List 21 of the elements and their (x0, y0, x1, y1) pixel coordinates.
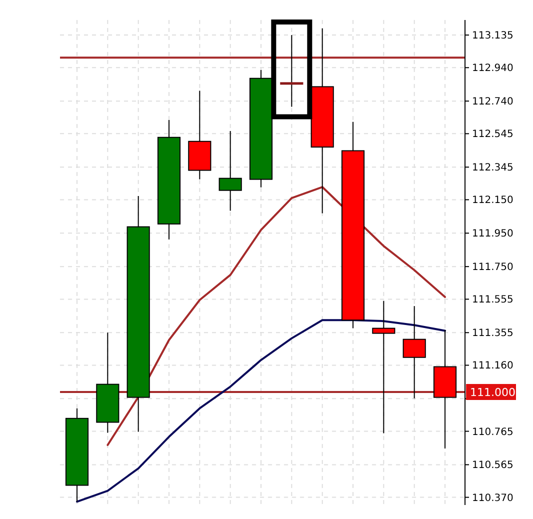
y-tick-label: 112.940 (472, 63, 514, 74)
y-tick-label: 110.370 (472, 492, 514, 504)
y-tick-label: 111.160 (472, 360, 514, 372)
candlestick (402, 306, 426, 399)
y-tick-label: 112.545 (472, 129, 514, 140)
y-tick-label: 112.345 (472, 162, 514, 174)
y-tick-label: 112.740 (472, 96, 514, 108)
y-tick-label: 110.565 (472, 460, 514, 472)
y-tick-label: 112.150 (472, 195, 514, 206)
y-tick-label: 111.950 (472, 228, 514, 240)
line-series (76, 319, 446, 503)
y-tick-label: 113.135 (472, 30, 514, 42)
y-tick-label: 111.355 (472, 328, 514, 340)
line-series (106, 186, 446, 446)
y-tick-label: 111.555 (472, 294, 514, 306)
y-tick-label: 110.765 (472, 426, 514, 438)
ref-line-label: 111.000 (470, 386, 516, 399)
candlestick (372, 300, 396, 434)
y-tick-label: 111.750 (472, 262, 514, 274)
candlestick (218, 130, 242, 212)
candlestick (280, 34, 304, 108)
